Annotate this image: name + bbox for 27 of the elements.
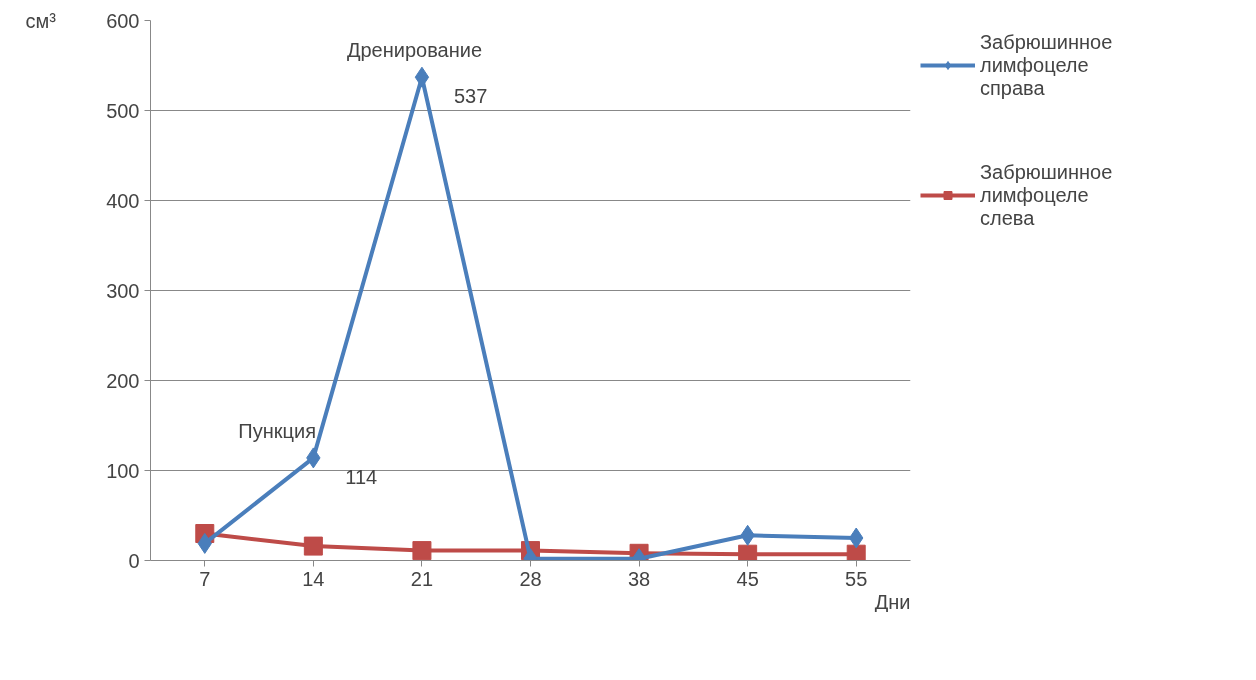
legend-label: Забрюшинное лимфоцеле слева: [980, 160, 1113, 230]
annotation: Дренирование: [346, 39, 483, 62]
y-axis-title: см³: [25, 9, 57, 32]
point: [303, 536, 323, 556]
y-tick-label: 200: [106, 369, 140, 392]
y-tick-label: 300: [106, 279, 140, 302]
data-label: 114: [345, 465, 378, 488]
x-tick-label: 38: [627, 567, 651, 590]
x-tick-label: 7: [199, 567, 211, 590]
point: [846, 544, 866, 561]
annotation: Пункция: [238, 419, 316, 442]
point: [738, 544, 758, 561]
legend-label: Забрюшинное лимфоцеле справа: [980, 30, 1113, 100]
y-tick-label: 500: [106, 99, 140, 122]
x-axis-title: Дни: [874, 590, 911, 613]
x-tick-label: 45: [736, 567, 759, 590]
point: [412, 541, 432, 561]
y-tick-label: 100: [106, 459, 140, 482]
data-label: 537: [453, 85, 488, 108]
x-tick-label: 14: [302, 567, 325, 590]
point: [414, 66, 430, 88]
y-tick-label: 400: [106, 189, 140, 212]
x-tick-label: 28: [519, 567, 542, 590]
y-tick-label: 0: [128, 549, 140, 572]
x-tick-label: 55: [845, 567, 868, 590]
y-tick-label: 600: [106, 9, 140, 32]
x-tick-label: 21: [410, 567, 434, 590]
